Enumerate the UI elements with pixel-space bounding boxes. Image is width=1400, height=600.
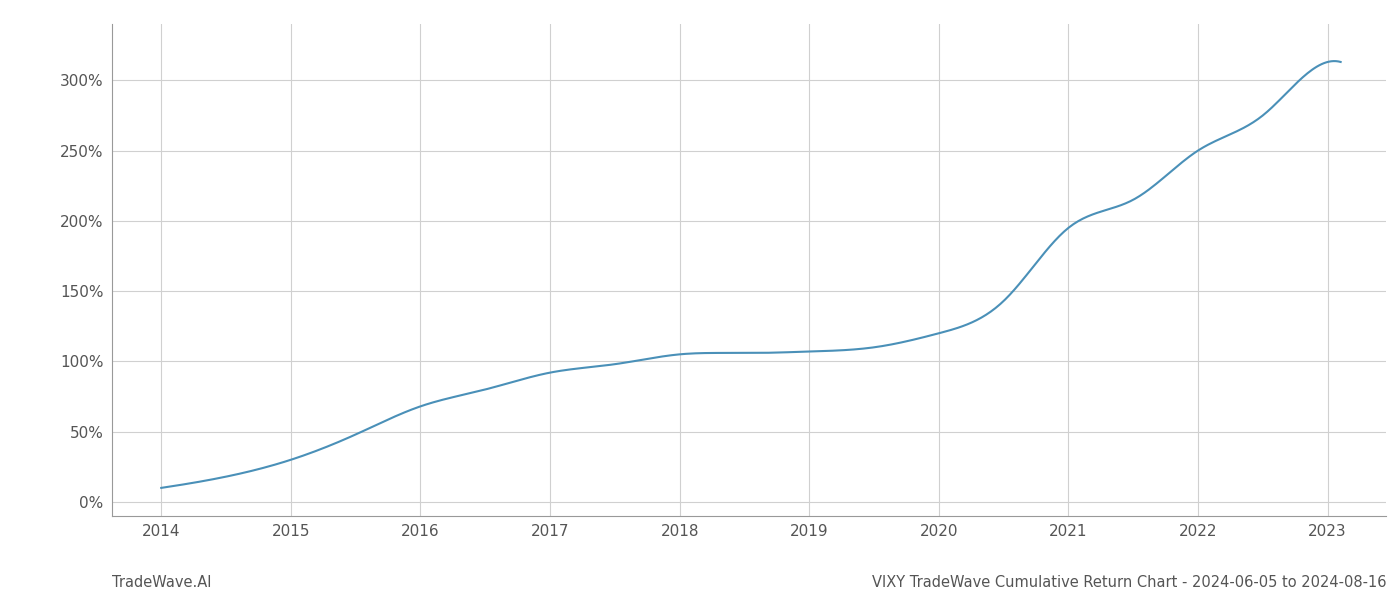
Text: TradeWave.AI: TradeWave.AI xyxy=(112,575,211,590)
Text: VIXY TradeWave Cumulative Return Chart - 2024-06-05 to 2024-08-16: VIXY TradeWave Cumulative Return Chart -… xyxy=(871,575,1386,590)
